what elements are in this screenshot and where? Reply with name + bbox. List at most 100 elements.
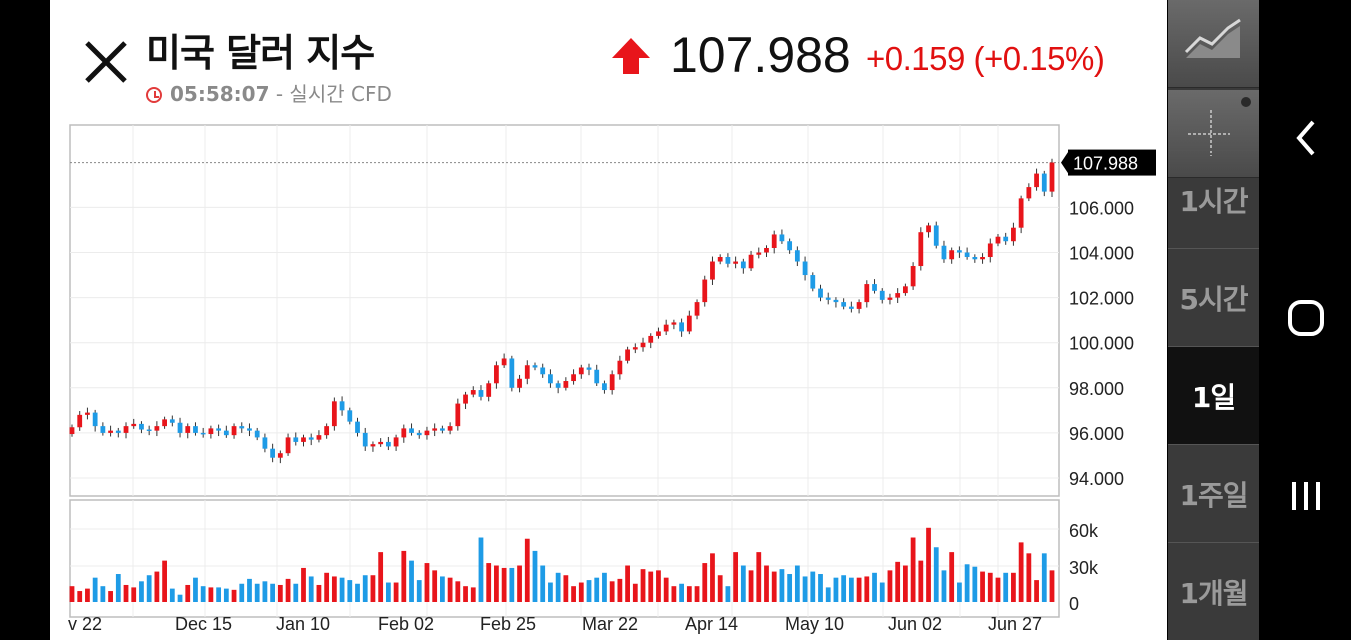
candle-body [872,284,877,291]
last-price-label: 107.988 [1073,154,1138,174]
volume-bar [85,588,90,602]
volume-bar [470,587,476,602]
volume-bar [247,578,252,602]
candle-body [293,437,299,442]
candle-body [115,430,121,433]
candle-body [440,428,445,431]
volume-bar [872,572,877,602]
candle-body [501,358,507,366]
timeframe-1[interactable]: 1시간 [1168,150,1259,248]
volume-bar [108,591,113,602]
volume-bar [1018,542,1024,602]
price-tick-label: 94.000 [1069,469,1124,489]
volume-bar [740,565,746,602]
price-chart[interactable]: 94.000 96.000 98.000 100.000 102.000 104.000 1… [50,0,1167,640]
x-axis-label: Feb 02 [378,614,434,634]
volume-bar [478,537,484,602]
candle-body [926,225,931,233]
update-time: 05:58:07 [170,82,270,106]
timeframe-3[interactable]: 1일 [1168,346,1259,444]
candle-body [108,430,113,433]
volume-bar [648,571,654,602]
candle-body [447,426,453,431]
volume-bar [139,581,144,602]
candle-body [656,331,661,336]
volume-bar [154,571,160,602]
candle-body [1041,173,1047,192]
close-icon[interactable] [82,38,130,86]
price-tick-label: 104.000 [1069,244,1134,264]
x-axis-label: Jun 02 [888,614,942,634]
crosshair-button[interactable] [1168,90,1259,178]
volume-bars [69,527,1055,602]
candle-body [478,390,484,397]
candle-body [455,403,461,427]
volume-bar [339,577,345,602]
candle-body [424,430,430,436]
volume-bar [571,586,576,602]
candle-body [879,290,885,300]
x-axis-label: Apr 14 [685,614,738,634]
volume-bar [416,580,422,602]
candle-body [131,423,137,427]
timeframe-5[interactable]: 1개월 [1168,542,1259,640]
candle-body [185,426,191,433]
candle-body [524,365,530,379]
candle-body [409,428,414,433]
volume-bar [625,565,630,602]
volume-bar [432,570,438,602]
candle-body [856,302,862,309]
volume-bar [347,580,353,602]
back-button[interactable] [1260,108,1351,168]
volume-bar [802,576,808,602]
volume-bar [401,550,407,602]
chart-type-button[interactable] [1168,0,1259,88]
candle-body [910,266,916,287]
candle-body [625,349,630,361]
candle-body [555,383,561,388]
candle-body [1018,198,1024,228]
price-panel [69,124,1060,497]
candle-body [262,437,268,449]
candle-body [1003,236,1009,242]
candle-body [401,428,407,438]
line-chart-icon [1184,18,1241,58]
candle-body [1034,173,1039,188]
candle-body [355,421,360,433]
arrow-up-icon [612,38,650,74]
candle-body [316,435,322,440]
volume-bar [702,563,708,602]
volume-bar [100,586,106,602]
candle-body [957,250,962,253]
candle-body [725,257,731,264]
volume-bar [640,569,646,602]
timeframe-2[interactable]: 5시간 [1168,248,1259,346]
volume-bar [424,563,430,602]
volume-bar [316,584,322,602]
price-tick-label: 96.000 [1069,424,1124,444]
volume-bar [185,584,191,602]
volume-bar [995,577,1001,602]
candle-body [331,401,337,427]
home-button[interactable] [1260,288,1351,348]
candle-body [949,250,955,260]
candle-body [139,423,144,430]
volume-bar [671,586,677,602]
candle-body [748,254,754,269]
candle-body [825,297,831,300]
recent-apps-button[interactable] [1260,466,1351,526]
volume-bar [1041,553,1047,602]
candle-body [200,432,206,435]
volume-bar [115,574,121,602]
volume-bar [270,583,276,602]
x-axis-label: Dec 15 [175,614,232,634]
price-tick-label: 102.000 [1069,289,1134,309]
candle-body [632,347,638,350]
candle-body [517,378,522,388]
timeframe-4[interactable]: 1주일 [1168,444,1259,542]
crosshair-icon [1188,97,1251,156]
candle-body [663,324,669,332]
volume-bar [455,581,461,602]
volume-bar [725,586,731,602]
volume-bar [370,575,376,602]
